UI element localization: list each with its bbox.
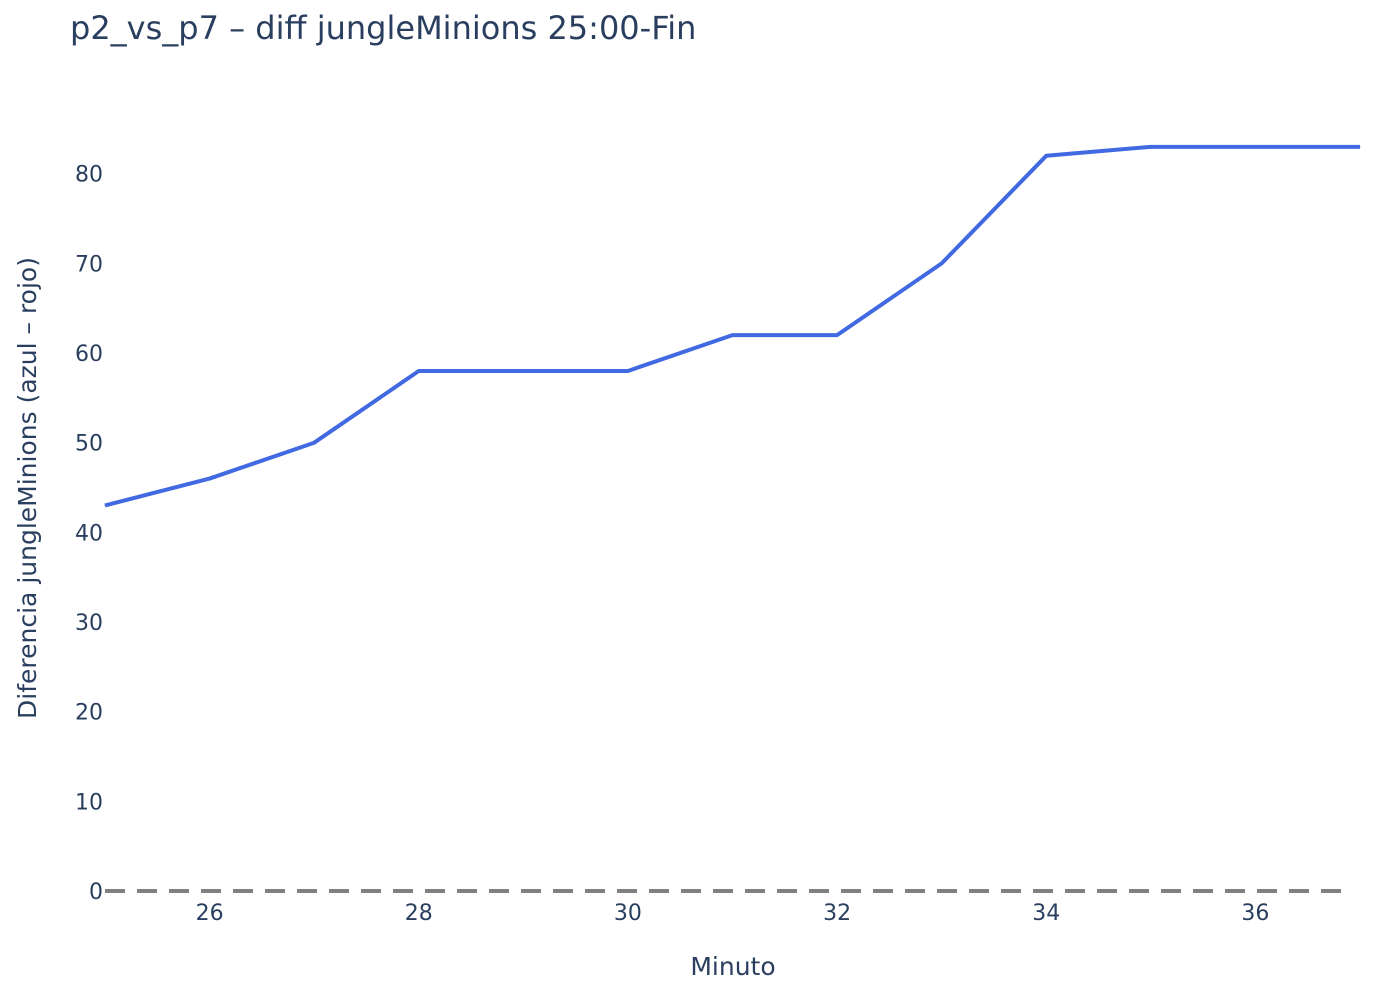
y-axis-ticks: 0 10 20 30 40 50 60 70 80 — [75, 163, 103, 905]
series-point — [418, 370, 420, 372]
y-tick-label: 80 — [75, 163, 103, 188]
x-tick-label: 34 — [1032, 901, 1060, 926]
series-point — [1045, 155, 1047, 157]
x-tick-label: 32 — [823, 901, 851, 926]
y-tick-label: 10 — [75, 790, 103, 815]
series-point — [1254, 146, 1256, 148]
series-line — [104, 144, 1360, 508]
x-axis-ticks: 26 28 30 32 34 36 — [196, 901, 1270, 926]
y-axis-label: Diferencia jungleMinions (azul – rojo) — [13, 257, 42, 719]
y-tick-label: 0 — [89, 880, 103, 905]
series-point — [941, 262, 943, 264]
series-point — [209, 478, 211, 480]
series-point — [104, 504, 106, 506]
series-point — [627, 370, 629, 372]
series-point — [522, 370, 524, 372]
series-point — [1150, 146, 1152, 148]
x-tick-label: 28 — [405, 901, 433, 926]
y-tick-label: 70 — [75, 252, 103, 277]
y-tick-label: 40 — [75, 521, 103, 546]
x-tick-label: 36 — [1241, 901, 1269, 926]
y-tick-label: 60 — [75, 342, 103, 367]
y-tick-label: 30 — [75, 611, 103, 636]
series-point — [313, 442, 315, 444]
chart-title: p2_vs_p7 – diff jungleMinions 25:00-Fin — [70, 9, 696, 47]
series-point — [836, 334, 838, 336]
x-axis-label: Minuto — [690, 952, 775, 981]
series-point — [1359, 146, 1361, 148]
series-point — [732, 334, 733, 336]
y-tick-label: 20 — [75, 701, 103, 726]
y-tick-label: 50 — [75, 432, 103, 457]
series-group — [104, 144, 1361, 508]
x-tick-label: 26 — [196, 901, 224, 926]
x-tick-label: 30 — [614, 901, 642, 926]
